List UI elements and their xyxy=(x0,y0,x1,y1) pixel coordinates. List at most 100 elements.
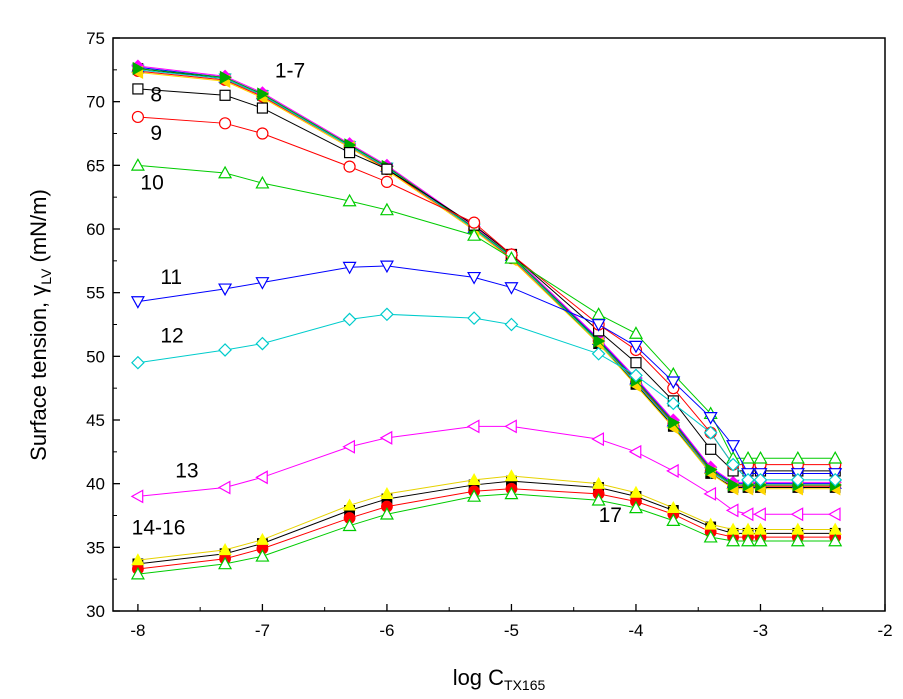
x-axis-title: log CTX165 xyxy=(453,665,546,693)
data-point xyxy=(255,470,268,485)
data-point xyxy=(504,282,519,295)
data-point xyxy=(380,487,394,500)
series-11 xyxy=(130,260,843,481)
x-tick-label: -7 xyxy=(255,621,270,640)
data-point xyxy=(740,507,754,522)
data-point xyxy=(828,472,843,487)
data-point xyxy=(741,533,756,547)
y-tick-label: 30 xyxy=(86,602,105,621)
data-point xyxy=(504,317,519,332)
series-line xyxy=(137,475,836,561)
data-point xyxy=(629,368,643,383)
data-point xyxy=(753,507,766,522)
data-point xyxy=(703,529,718,543)
data-point xyxy=(726,440,741,453)
data-point xyxy=(666,501,681,514)
series-line xyxy=(137,69,836,486)
y-tick-label: 60 xyxy=(86,220,105,239)
data-point xyxy=(628,340,643,354)
x-tick-label: -6 xyxy=(379,621,394,640)
data-point xyxy=(131,553,145,566)
y-tick-label: 75 xyxy=(86,29,105,48)
y-tick-label: 70 xyxy=(86,93,105,112)
data-point xyxy=(219,89,231,101)
data-point xyxy=(705,443,717,455)
y-axis-title-unit-text: (mN/m) xyxy=(26,189,51,262)
series-line xyxy=(137,66,836,485)
x-tick-label: -3 xyxy=(753,621,768,640)
data-point xyxy=(218,343,232,357)
data-point xyxy=(218,283,233,297)
y-axis-title: Surface tension, γLV (mN/m) xyxy=(26,189,54,461)
series-layer xyxy=(130,59,843,580)
data-point xyxy=(828,533,843,547)
data-point xyxy=(591,307,606,320)
data-point xyxy=(379,506,394,520)
series-line xyxy=(137,480,836,565)
series-4 xyxy=(131,64,842,492)
y-axis-title-sub: LV xyxy=(38,268,54,285)
data-point xyxy=(591,432,605,447)
data-point xyxy=(130,296,145,309)
data-point xyxy=(255,175,270,189)
series-13 xyxy=(130,419,841,522)
curve-label: 10 xyxy=(140,172,163,195)
series-5 xyxy=(131,59,842,489)
data-point xyxy=(342,498,357,511)
data-point xyxy=(726,533,741,547)
data-point xyxy=(628,444,642,459)
y-tick-label: 35 xyxy=(86,538,105,557)
y-tick-label: 40 xyxy=(86,475,105,494)
series-line xyxy=(137,88,836,472)
data-point xyxy=(790,507,804,522)
data-point xyxy=(342,193,357,207)
series-line xyxy=(137,116,836,466)
data-point xyxy=(827,507,841,522)
data-point xyxy=(591,476,606,489)
data-point xyxy=(828,450,843,464)
data-point xyxy=(790,450,805,464)
y-tick-label: 50 xyxy=(86,347,105,366)
series-line xyxy=(137,313,836,481)
data-point xyxy=(727,478,740,492)
data-point xyxy=(467,228,482,241)
data-point xyxy=(218,543,232,556)
data-point xyxy=(591,346,606,361)
x-tick-label: -8 xyxy=(130,621,145,640)
data-point xyxy=(343,160,356,173)
data-point xyxy=(703,486,717,501)
data-point xyxy=(467,311,481,325)
data-point xyxy=(504,486,519,500)
series-line xyxy=(137,265,836,474)
data-point xyxy=(380,307,394,322)
data-point xyxy=(379,202,394,216)
x-axis-title-sub: TX165 xyxy=(504,677,545,693)
curve-label: 17 xyxy=(599,504,622,527)
data-point xyxy=(591,319,606,332)
series-line xyxy=(137,493,836,575)
series-line xyxy=(137,164,836,459)
series-line xyxy=(137,68,836,488)
curve-label: 11 xyxy=(160,266,182,289)
data-point xyxy=(342,439,355,454)
data-point xyxy=(630,357,642,369)
data-point xyxy=(467,216,481,229)
data-point xyxy=(256,127,269,140)
curve-label: 9 xyxy=(150,122,162,145)
data-point xyxy=(726,457,740,472)
data-point xyxy=(130,158,145,171)
data-point xyxy=(703,425,718,440)
data-point xyxy=(467,473,481,486)
data-point xyxy=(753,533,768,547)
data-point xyxy=(132,83,144,95)
data-point xyxy=(219,70,232,85)
series-8 xyxy=(132,83,841,477)
data-point xyxy=(381,163,393,175)
data-point xyxy=(666,376,681,390)
data-point xyxy=(628,326,643,339)
series-12 xyxy=(131,307,843,487)
data-point xyxy=(131,355,145,370)
data-point xyxy=(218,117,232,130)
data-point xyxy=(593,334,606,348)
